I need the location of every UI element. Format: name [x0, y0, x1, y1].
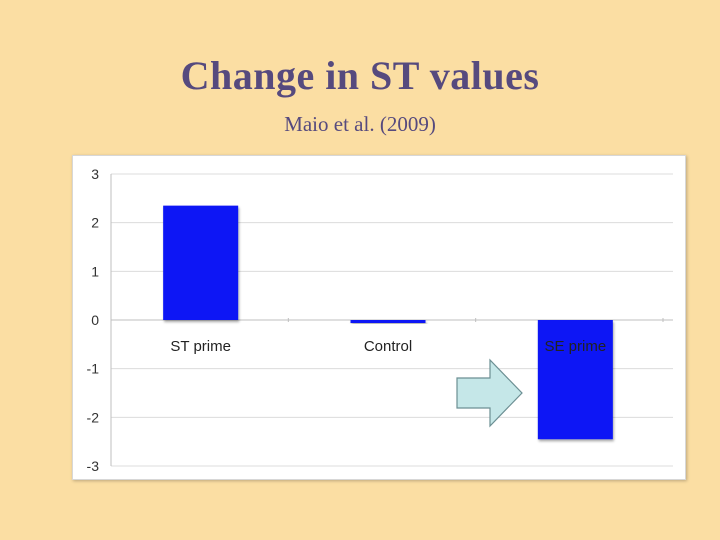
y-tick-label: 0: [91, 312, 99, 328]
category-label: SE prime: [544, 338, 606, 355]
category-label: ST prime: [170, 338, 231, 355]
y-tick-label: 2: [91, 215, 99, 231]
y-tick-label: 1: [91, 263, 99, 279]
bar-st-prime: [163, 205, 239, 320]
bar-chart: 3 2 1 0 -1 -2 -3 ST prime Control SE prime: [87, 166, 673, 474]
bar-control: [350, 320, 426, 323]
chart-panel: 3 2 1 0 -1 -2 -3 ST prime Control SE prime: [72, 155, 686, 480]
y-tick-label: 3: [91, 166, 99, 182]
category-label: Control: [364, 338, 412, 355]
y-tick-label: -3: [87, 458, 100, 474]
slide-subtitle: Maio et al. (2009): [284, 112, 436, 136]
bar-se-prime: [537, 320, 613, 440]
y-tick-label: -2: [87, 409, 100, 425]
y-tick-label: -1: [87, 361, 100, 377]
right-arrow-icon: [456, 358, 523, 428]
slide-title: Change in ST values: [180, 53, 540, 98]
